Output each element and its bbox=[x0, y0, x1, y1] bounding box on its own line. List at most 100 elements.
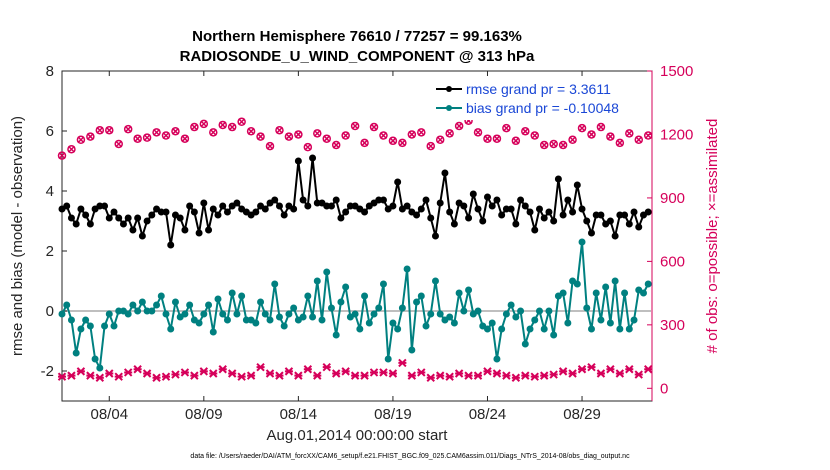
possible-obs-cross bbox=[531, 131, 539, 140]
bias-point bbox=[313, 277, 321, 285]
y-axis-label-left: rmse and bias (model - observation) bbox=[9, 116, 26, 356]
assimilated-obs-point bbox=[76, 367, 86, 376]
possible-obs-point bbox=[294, 130, 303, 139]
possible-obs-point bbox=[445, 129, 454, 138]
bias-point bbox=[531, 316, 539, 324]
bias-point bbox=[436, 310, 444, 318]
assimilated-obs-point bbox=[57, 372, 67, 381]
bias-point bbox=[578, 238, 586, 246]
rmse-point bbox=[436, 199, 444, 207]
assimilated-obs-point bbox=[67, 371, 76, 380]
possible-obs-point bbox=[577, 123, 587, 133]
possible-obs-point bbox=[379, 131, 388, 140]
assimilated-obs-point bbox=[587, 362, 596, 372]
bias-point bbox=[304, 292, 312, 300]
assimilated-obs-point bbox=[171, 370, 180, 379]
possible-obs-cross bbox=[483, 135, 492, 143]
bias-point bbox=[72, 349, 80, 357]
possible-obs-cross bbox=[493, 135, 501, 143]
bias-point bbox=[327, 304, 335, 312]
possible-obs-point bbox=[341, 131, 350, 140]
bias-point bbox=[134, 307, 142, 315]
rmse-point bbox=[564, 196, 572, 204]
bias-point bbox=[455, 289, 463, 297]
rmse-point bbox=[450, 220, 458, 228]
possible-obs-point bbox=[190, 122, 199, 132]
assimilated-obs-point bbox=[341, 367, 350, 376]
assimilated-obs-point bbox=[549, 370, 558, 379]
obs-count-series bbox=[57, 116, 653, 382]
x-axis-label: Aug.01,2014 00:00:00 start bbox=[267, 427, 449, 444]
possible-obs-cross bbox=[512, 137, 520, 145]
possible-obs-point bbox=[57, 151, 67, 160]
possible-obs-point bbox=[95, 125, 105, 135]
assimilated-obs-point bbox=[464, 371, 473, 380]
possible-obs-point bbox=[558, 140, 568, 150]
rmse-point bbox=[545, 208, 553, 216]
possible-obs-point bbox=[105, 125, 114, 135]
rmse-point bbox=[110, 208, 118, 216]
assimilated-obs-point bbox=[256, 362, 265, 372]
assimilated-obs-point bbox=[521, 371, 530, 380]
rmse-point bbox=[460, 202, 468, 210]
rmse-point bbox=[115, 214, 123, 222]
bias-point bbox=[356, 325, 364, 333]
y-left-tick-label: -2 bbox=[41, 363, 54, 380]
rmse-point bbox=[77, 205, 85, 213]
possible-obs-point bbox=[596, 122, 606, 132]
possible-obs-point bbox=[114, 139, 123, 149]
assimilated-obs-point bbox=[634, 370, 643, 379]
possible-obs-point bbox=[643, 131, 653, 140]
assimilated-obs-point bbox=[265, 369, 275, 378]
rmse-point bbox=[630, 208, 638, 216]
rmse-point bbox=[583, 217, 591, 225]
assimilated-obs-point bbox=[360, 371, 369, 380]
rmse-point bbox=[124, 214, 132, 222]
rmse-point bbox=[635, 223, 643, 231]
rmse-point bbox=[569, 208, 577, 216]
rmse-point bbox=[275, 202, 283, 210]
assimilated-obs-point bbox=[190, 371, 199, 380]
bias-point bbox=[138, 298, 146, 306]
possible-obs-cross bbox=[342, 131, 350, 140]
bias-point bbox=[257, 298, 265, 306]
possible-obs-point bbox=[133, 134, 142, 143]
bias-point bbox=[148, 307, 156, 315]
rmse-point bbox=[611, 232, 619, 240]
bias-point bbox=[162, 310, 170, 318]
possible-obs-point bbox=[246, 127, 256, 136]
rmse-point bbox=[479, 217, 487, 225]
bias-point bbox=[625, 325, 633, 333]
rmse-point bbox=[134, 214, 142, 222]
rmse-point bbox=[389, 202, 397, 210]
bias-point bbox=[105, 310, 113, 318]
bias-point bbox=[318, 316, 326, 324]
bias-point bbox=[167, 325, 175, 333]
rmse-point bbox=[327, 202, 335, 210]
possible-obs-cross bbox=[521, 127, 529, 135]
bias-point bbox=[521, 340, 529, 348]
bias-point bbox=[219, 310, 227, 318]
rmse-point bbox=[167, 241, 175, 249]
bias-point bbox=[540, 325, 548, 333]
bias-point bbox=[602, 283, 610, 291]
bias-point bbox=[375, 304, 383, 312]
rmse-point bbox=[181, 226, 189, 234]
rmse-point bbox=[186, 202, 194, 210]
bias-point bbox=[186, 301, 194, 309]
possible-obs-cross bbox=[181, 135, 189, 143]
possible-obs-cross bbox=[427, 142, 435, 150]
bias-point bbox=[332, 331, 340, 339]
possible-obs-point bbox=[398, 138, 407, 148]
possible-obs-cross bbox=[238, 118, 246, 126]
possible-obs-point bbox=[161, 131, 171, 140]
bias-point bbox=[309, 313, 317, 321]
y-right-tick-label: 0 bbox=[660, 380, 668, 397]
possible-obs-point bbox=[76, 135, 86, 144]
rmse-point bbox=[143, 217, 151, 225]
rmse-point bbox=[290, 205, 298, 213]
possible-obs-cross bbox=[616, 139, 624, 147]
possible-obs-point bbox=[606, 132, 615, 141]
possible-obs-cross bbox=[540, 141, 548, 149]
assimilated-obs-point bbox=[246, 371, 256, 380]
